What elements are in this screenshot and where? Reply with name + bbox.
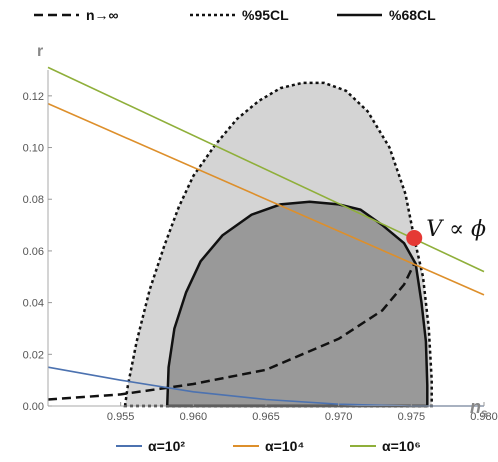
marker-label: V ∝ ϕ [426, 217, 486, 242]
x-tick-label: 0.965 [252, 411, 280, 423]
marker-point [406, 230, 423, 246]
y-tick-label: 0.02 [23, 349, 44, 361]
x-axis-label: ns [470, 397, 488, 420]
series-line-2 [47, 102, 485, 296]
legend-top-label: %68CL [389, 7, 436, 23]
x-tick-label: 0.975 [398, 411, 426, 423]
legend-top-label: %95CL [242, 7, 289, 23]
y-tick-label: 0.00 [23, 401, 44, 413]
x-tick-label: 0.955 [107, 411, 135, 423]
x-tick-label: 0.980 [470, 411, 498, 423]
y-tick-label: 0.12 [23, 91, 44, 103]
y-tick-label: 0.08 [23, 194, 44, 206]
y-tick-label: 0.10 [23, 143, 44, 155]
x-tick-label: 0.960 [180, 411, 208, 423]
legend-bottom-label: α=10⁶ [382, 438, 421, 454]
x-tick-label: 0.970 [325, 411, 353, 423]
legend-top: n→∞ %95CL %68CL [34, 7, 436, 23]
legend-bottom-label: α=10⁴ [265, 438, 304, 454]
legend-bottom: α=10² α=10⁴ α=10⁶ [116, 438, 421, 454]
y-axis-label: r [37, 43, 43, 60]
legend-bottom-label: α=10² [148, 438, 185, 454]
plot-area: 0.00 0.02 0.04 0.06 0.08 0.10 0.12 0.955 0.960 0.… [23, 66, 498, 423]
y-tick-label: 0.04 [23, 298, 44, 310]
legend-top-label: n→∞ [86, 7, 119, 23]
y-tick-label: 0.06 [23, 246, 44, 258]
series-line-0 [47, 263, 416, 401]
